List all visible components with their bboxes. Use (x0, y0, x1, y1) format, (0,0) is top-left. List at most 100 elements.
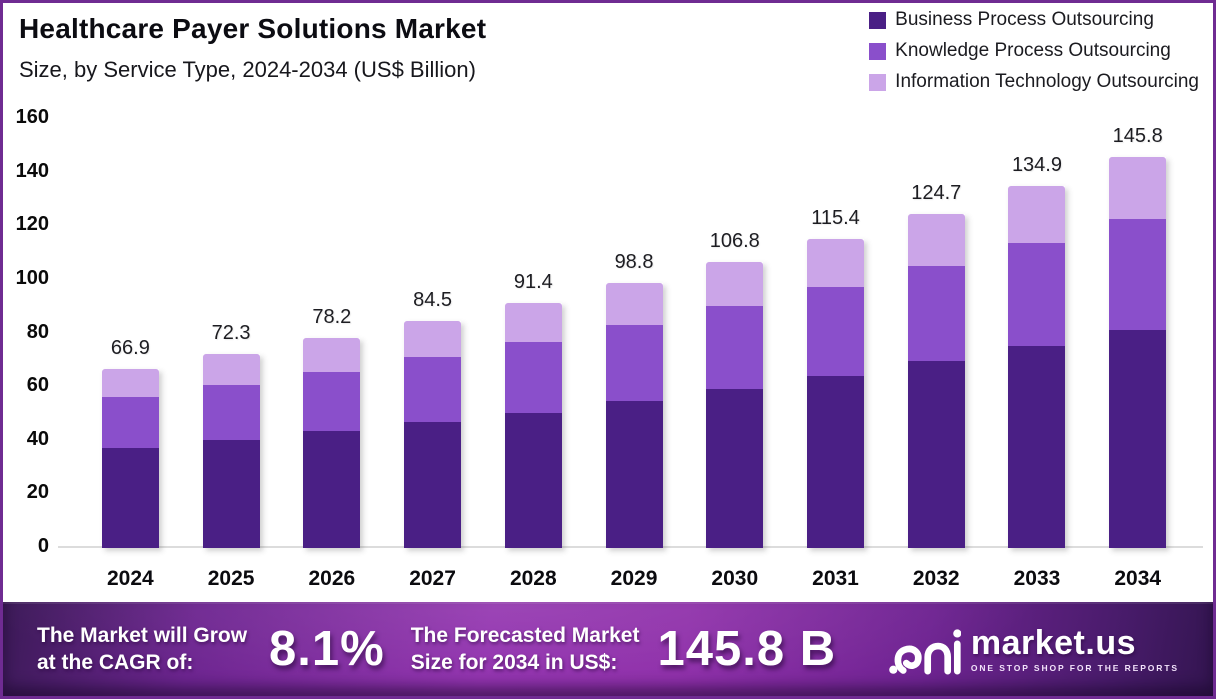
bar-segment (202, 384, 260, 440)
bar-segment (1109, 218, 1167, 330)
bar-segment (1008, 186, 1066, 243)
legend-label: Knowledge Process Outsourcing (895, 40, 1171, 61)
x-axis-label: 2031 (812, 567, 859, 590)
bar-stack (1109, 157, 1167, 548)
chart-legend: Business Process Outsourcing Knowledge Pr… (869, 9, 1199, 93)
bar-segment (807, 376, 864, 548)
bar-segment (404, 357, 462, 423)
cagr-label-line2: at the CAGR of: (37, 651, 194, 674)
bar-segment (605, 324, 663, 402)
bar-stack (605, 283, 663, 548)
bar-column: 115.4 2031 (785, 119, 886, 590)
bar-segment (907, 361, 965, 548)
y-axis-tick: 160 (15, 106, 49, 128)
bar-segment (807, 238, 864, 288)
legend-item: Knowledge Process Outsourcing (869, 40, 1199, 62)
bar-column: 91.4 2028 (483, 119, 584, 590)
forecast-label-line2: Size for 2034 in US$: (410, 651, 618, 674)
cagr-value: 8.1% (269, 622, 385, 676)
x-axis-label: 2024 (107, 567, 154, 590)
y-axis-tick: 40 (26, 427, 49, 450)
legend-item: Business Process Outsourcing (869, 9, 1199, 31)
bar-stack (1008, 186, 1066, 548)
bar-segment (605, 401, 663, 548)
forecast-label: The Forecasted Market Size for 2034 in U… (411, 622, 640, 676)
x-axis-label: 2025 (207, 567, 255, 590)
bar-stack (706, 261, 764, 548)
bar-column: 124.7 2032 (886, 119, 987, 590)
bar-segment (303, 371, 361, 431)
legend-label: Business Process Outsourcing (895, 9, 1154, 30)
bar-total-label: 84.5 (413, 289, 453, 312)
bar-segment (706, 261, 764, 307)
bar-column: 72.3 2025 (181, 119, 282, 590)
cagr-label: The Market will Grow at the CAGR of: (37, 622, 247, 676)
marketus-logo-icon (889, 629, 961, 675)
legend-label: Information Technology Outsourcing (895, 71, 1199, 92)
bar-stack (807, 238, 864, 548)
bar-stack (303, 338, 361, 548)
bar-chart: 66.9 2024 72.3 2025 78.2 2026 84.5 2027 91.4 2028… (80, 119, 1188, 590)
bar-stack (907, 213, 965, 548)
legend-item: Information Technology Outsourcing (869, 71, 1199, 93)
bar-segment (1008, 242, 1066, 347)
bar-segment (404, 422, 462, 548)
x-axis-label: 2034 (1114, 567, 1162, 590)
page-title: Healthcare Payer Solutions Market (19, 13, 487, 44)
y-axis-tick: 0 (37, 535, 49, 557)
bar-column: 66.9 2024 (80, 119, 181, 590)
bar-segment (303, 430, 361, 548)
bar-segment (1109, 157, 1167, 219)
brand-tagline: ONE STOP SHOP FOR THE REPORTS (970, 662, 1179, 673)
bar-segment (907, 265, 965, 362)
bar-segment (807, 287, 864, 377)
forecast-value: 145.8 B (657, 622, 837, 676)
bar-segment (605, 283, 663, 325)
x-axis-label: 2030 (711, 567, 759, 590)
bar-total-label: 72.3 (211, 322, 251, 345)
legend-swatch-icon (869, 11, 887, 29)
brand-block: market.us ONE STOP SHOP FOR THE REPORTS (887, 621, 1179, 677)
bar-column: 84.5 2027 (382, 119, 483, 590)
y-axis-tick: 80 (26, 320, 49, 343)
legend-swatch-icon (869, 73, 887, 91)
bar-total-label: 115.4 (811, 206, 860, 229)
cagr-label-line1: The Market will Grow (37, 624, 248, 647)
x-axis-label: 2033 (1013, 567, 1061, 590)
bar-segment (202, 354, 260, 385)
brand-name: market.us (970, 623, 1136, 662)
bar-total-label: 124.7 (911, 181, 962, 204)
bar-segment (504, 341, 562, 413)
bar-stack (504, 302, 562, 548)
bar-total-label: 134.9 (1011, 154, 1062, 177)
bar-total-label: 78.2 (312, 306, 352, 329)
bar-total-label: 66.9 (110, 336, 150, 359)
x-axis-label: 2026 (308, 567, 356, 590)
bar-segment (202, 439, 260, 548)
y-axis-tick: 140 (15, 159, 49, 182)
y-axis-tick: 100 (15, 266, 49, 289)
bottom-banner: The Market will Grow at the CAGR of: 8.1… (3, 602, 1213, 696)
forecast-label-line1: The Forecasted Market (410, 624, 640, 647)
bar-column: 78.2 2026 (281, 119, 382, 590)
page-subtitle: Size, by Service Type, 2024-2034 (US$ Bi… (19, 57, 476, 82)
legend-swatch-icon (869, 42, 887, 60)
bar-total-label: 106.8 (709, 229, 760, 252)
bar-segment (1109, 329, 1167, 548)
bar-column: 145.8 2034 (1087, 119, 1188, 590)
bar-total-label: 98.8 (614, 251, 654, 274)
bar-segment (1008, 346, 1066, 548)
bar-segment (404, 321, 462, 358)
y-axis-tick: 60 (26, 374, 49, 397)
bar-total-label: 91.4 (513, 270, 553, 293)
brand-text: market.us ONE STOP SHOP FOR THE REPORTS (971, 626, 1179, 673)
x-axis-label: 2028 (509, 567, 557, 590)
y-axis-tick: 20 (26, 481, 49, 504)
bar-column: 106.8 2030 (684, 119, 785, 590)
bar-segment (504, 412, 562, 548)
bar-segment (101, 397, 159, 448)
bar-total-label: 145.8 (1112, 125, 1163, 148)
x-axis-label: 2027 (409, 567, 456, 590)
bar-segment (101, 448, 159, 548)
